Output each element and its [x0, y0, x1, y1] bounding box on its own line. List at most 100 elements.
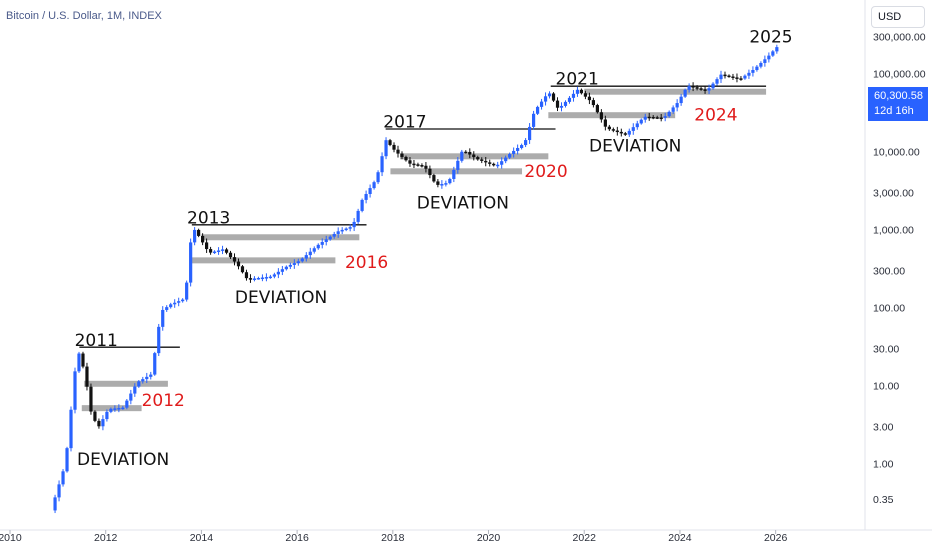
candle-body [244, 272, 249, 279]
candle-body [292, 263, 296, 265]
candle-body [340, 229, 344, 232]
candle-body [531, 113, 536, 127]
candle-body [348, 227, 352, 229]
candle-body [775, 47, 779, 52]
candle-body [332, 233, 336, 237]
candle-body [113, 408, 117, 410]
y-tick-label: 10,000.00 [873, 147, 920, 159]
annotation-labels: 2011 DEVIATION 2012 2013 DEVIATION 2016 2017 DE… [75, 28, 793, 471]
candle-body [408, 160, 412, 164]
currency-selector[interactable]: USD [871, 6, 925, 28]
candle-body [133, 386, 137, 394]
candle-body [169, 304, 173, 308]
candle-body [583, 93, 588, 97]
candle-body [520, 145, 524, 149]
cycle-annotation-label: 2011 [75, 331, 118, 351]
last-price-tag: 60,300.58 12d 16h [868, 87, 928, 121]
cycle-year-label: 2016 [345, 253, 388, 273]
chart-title: Bitcoin / U.S. Dollar, 1M, INDEX [6, 10, 162, 22]
candle-body [105, 411, 109, 420]
candle-body [117, 408, 121, 410]
candle-body [153, 353, 157, 375]
y-tick-label: 100.00 [873, 303, 905, 315]
candle-body [77, 353, 81, 372]
deviation-zone-band [84, 380, 168, 387]
candle-body [555, 100, 560, 108]
candle-body [228, 252, 233, 258]
candle-body [551, 93, 556, 101]
candle-body [376, 172, 380, 183]
candle-body [173, 302, 177, 305]
candle-body [468, 151, 472, 155]
cycle-annotation-label: DEVIATION [417, 194, 509, 214]
x-tick-label: 2010 [0, 532, 22, 544]
candle-body [472, 154, 476, 158]
candle-body [484, 160, 488, 163]
candle-body [663, 116, 667, 118]
candle-body [547, 93, 552, 97]
candle-body [599, 112, 603, 120]
candle-body [508, 154, 512, 158]
candle-body [236, 261, 241, 267]
y-tick-label: 300.00 [873, 265, 905, 277]
candle-body [220, 249, 225, 251]
candle-body [97, 420, 101, 427]
candle-body [384, 140, 388, 157]
candle-body [731, 76, 735, 78]
deviation-zone-band [81, 405, 142, 412]
candle-body [751, 70, 755, 73]
candle-body [627, 130, 631, 135]
candle-body [328, 236, 332, 240]
candle-body [504, 157, 508, 162]
candle-body [272, 274, 276, 277]
candle-body [711, 83, 715, 89]
candle-body [516, 148, 520, 151]
candle-body [428, 168, 432, 176]
candle-body [308, 251, 312, 256]
candle-body [671, 107, 675, 112]
candle-body [488, 162, 492, 164]
candle-body [288, 264, 292, 267]
candle-body [559, 105, 564, 108]
candle-body [476, 157, 480, 160]
candle-body [89, 386, 93, 412]
y-axis: 300,000.00 100,000.00 10,000.00 3,000.00 1,0… [873, 31, 926, 506]
candle-body [456, 160, 460, 170]
candle-body [201, 235, 205, 243]
candle-body [372, 182, 376, 189]
candle-body [639, 119, 643, 124]
candle-body [747, 72, 751, 76]
deviation-zone-band [201, 234, 360, 241]
cycle-annotation-label: DEVIATION [77, 450, 169, 470]
candle-body [695, 87, 699, 89]
y-tick-label: 1.00 [873, 458, 894, 470]
candle-body [316, 244, 320, 249]
candle-body [73, 371, 77, 410]
candle-body [735, 77, 739, 79]
candle-body [280, 269, 284, 272]
candle-body [240, 266, 245, 273]
candle-body [85, 366, 89, 387]
candle-body [81, 353, 85, 367]
candle-body [232, 257, 237, 262]
candle-body [436, 181, 440, 185]
candle-body [691, 86, 695, 88]
candle-body [185, 282, 189, 300]
cycle-year-label: 2024 [694, 106, 737, 126]
candle-body [619, 131, 623, 134]
candle-body [727, 75, 731, 78]
candle-body [380, 156, 384, 173]
candle-body [643, 116, 647, 120]
candle-body [723, 74, 727, 77]
candle-body [615, 130, 619, 133]
candle-body [623, 133, 627, 135]
candle-body [579, 89, 584, 94]
candle-body [432, 175, 436, 182]
cycle-year-label: 2012 [142, 391, 185, 411]
x-tick-label: 2024 [668, 532, 692, 544]
candle-body [165, 307, 169, 310]
candle-body [129, 393, 133, 401]
candle-body [157, 326, 161, 354]
candle-body [396, 149, 400, 154]
candle-body [264, 277, 269, 279]
